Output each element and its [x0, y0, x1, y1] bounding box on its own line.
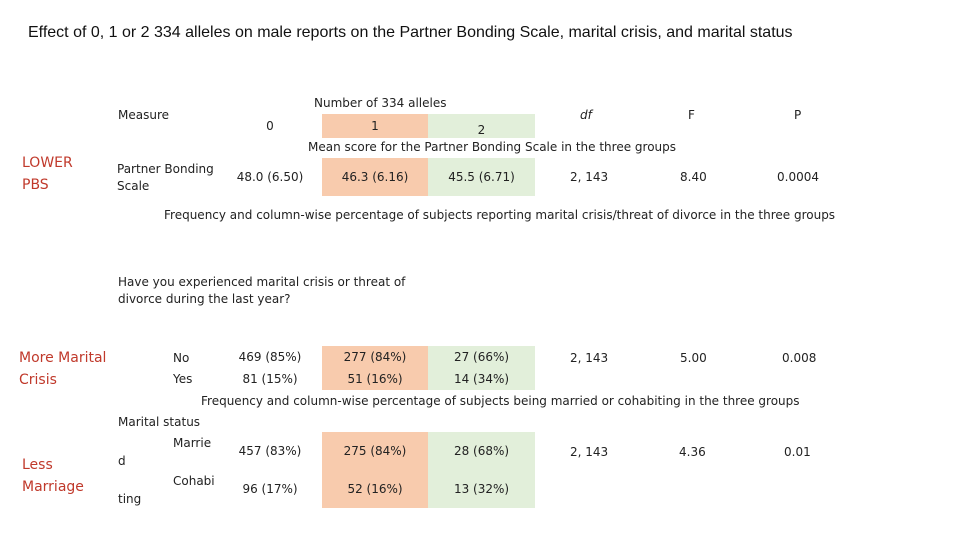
married-value-1: 275 (84%)	[322, 432, 428, 470]
marital-status-label: Marital status	[118, 415, 201, 429]
crisis-f: 5.00	[680, 351, 707, 365]
crisis-df: 2, 143	[570, 351, 609, 365]
married-label-a: Marrie	[173, 436, 212, 450]
measure-header: Measure	[118, 108, 169, 122]
marriage-df: 2, 143	[570, 445, 609, 459]
pbs-value-0: 48.0 (6.50)	[236, 170, 304, 184]
crisis-no-value-2: 27 (66%)	[428, 346, 535, 368]
p-header: P	[794, 108, 802, 122]
crisis-yes-value-1: 51 (16%)	[322, 368, 428, 390]
marriage-p: 0.01	[784, 445, 811, 459]
pbs-p: 0.0004	[777, 170, 819, 184]
pbs-caption: Mean score for the Partner Bonding Scale…	[308, 140, 677, 154]
cohab-value-1: 52 (16%)	[322, 470, 428, 508]
crisis-no-value-0: 469 (85%)	[238, 350, 302, 364]
crisis-yes-value-0: 81 (15%)	[242, 372, 298, 386]
crisis-p: 0.008	[782, 351, 817, 365]
cohab-label-b: ting	[118, 492, 142, 506]
crisis-yes-value-2: 14 (34%)	[428, 368, 535, 390]
more-crisis-label: More Marital Crisis	[19, 347, 106, 391]
crisis-question: Have you experienced marital crisis or t…	[118, 274, 405, 308]
col-2-header: 2	[428, 114, 535, 138]
col-0-header: 0	[266, 119, 274, 133]
cohab-value-2: 13 (32%)	[428, 470, 535, 508]
pbs-measure-line-1: Partner Bonding	[117, 162, 214, 176]
df-header: df	[580, 108, 592, 122]
pbs-value-2: 45.5 (6.71)	[428, 158, 535, 196]
more-crisis-line-1: More Marital	[19, 350, 107, 366]
married-value-0: 457 (83%)	[238, 444, 302, 458]
pbs-measure-line-2: Scale	[117, 179, 150, 193]
f-header: F	[688, 108, 695, 122]
crisis-question-line-1: Have you experienced marital crisis or t…	[118, 275, 406, 289]
slide-title: Effect of 0, 1 or 2 334 alleles on male …	[28, 24, 793, 41]
pbs-f: 8.40	[680, 170, 707, 184]
less-marriage-line-1: Less	[22, 457, 53, 473]
less-marriage-line-2: Marriage	[22, 479, 84, 495]
less-marriage-label: Less Marriage	[22, 454, 84, 498]
crisis-no-label: No	[173, 351, 190, 365]
alleles-header: Number of 334 alleles	[314, 96, 447, 110]
married-label-b: d	[118, 454, 126, 468]
married-value-2: 28 (68%)	[428, 432, 535, 470]
cohab-label-a: Cohabi	[173, 474, 215, 488]
lower-pbs-line-1: LOWER	[22, 155, 73, 171]
crisis-yes-label: Yes	[173, 372, 193, 386]
marriage-f: 4.36	[679, 445, 706, 459]
lower-pbs-label: LOWER PBS	[22, 152, 73, 196]
pbs-measure-label: Partner Bonding Scale	[117, 161, 214, 195]
more-crisis-line-2: Crisis	[19, 372, 57, 388]
lower-pbs-line-2: PBS	[22, 177, 49, 193]
cohab-value-0: 96 (17%)	[242, 482, 298, 496]
col-1-header: 1	[322, 114, 428, 138]
crisis-question-line-2: divorce during the last year?	[118, 292, 291, 306]
crisis-caption: Frequency and column-wise percentage of …	[164, 208, 836, 222]
pbs-df: 2, 143	[570, 170, 609, 184]
pbs-value-1: 46.3 (6.16)	[322, 158, 428, 196]
crisis-no-value-1: 277 (84%)	[322, 346, 428, 368]
marriage-caption: Frequency and column-wise percentage of …	[201, 394, 800, 408]
